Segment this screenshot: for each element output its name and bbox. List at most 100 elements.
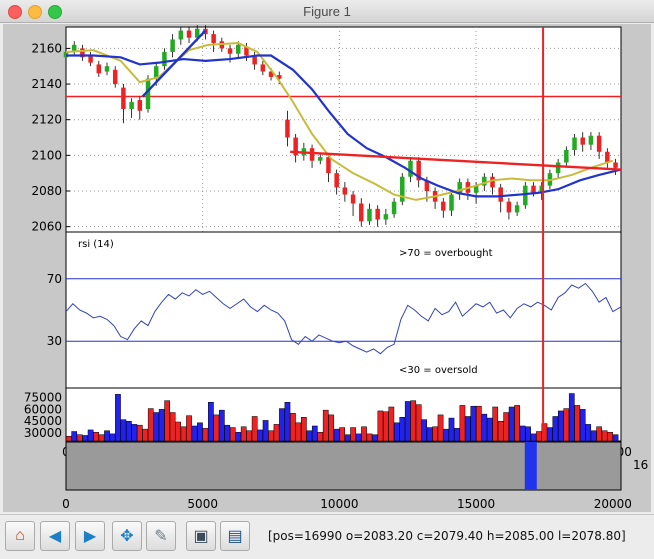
- price-candle: [441, 198, 446, 218]
- volume-bar: [82, 435, 88, 442]
- price-candle: [309, 144, 315, 168]
- volume-bar: [186, 415, 192, 442]
- volume-bar: [104, 430, 110, 442]
- figure-canvas[interactable]: 2060 2080 2100 2120 2140 2160 30 70 rsi (14) >70 …: [3, 24, 651, 512]
- volume-bar: [514, 405, 520, 442]
- price-candle: [88, 51, 93, 67]
- price-candle: [211, 30, 216, 52]
- volume-bar: [197, 422, 203, 442]
- candle-body: [318, 157, 323, 161]
- volume-bar: [497, 420, 504, 442]
- chart-svg[interactable]: 2060 2080 2100 2120 2140 2160 30 70 rsi (14) >70 …: [3, 24, 651, 512]
- configure-subplots-icon: ▣: [193, 528, 209, 545]
- volume-bar: [229, 427, 236, 442]
- price-candle: [613, 158, 618, 175]
- volume-bar: [290, 413, 296, 442]
- volume-bar: [153, 412, 160, 442]
- candle-body: [71, 44, 77, 52]
- volume-bar: [76, 434, 83, 442]
- candle-body: [359, 203, 364, 222]
- home-button[interactable]: ⌂: [5, 521, 35, 551]
- volume-bar: [344, 434, 351, 442]
- candle-body: [350, 194, 356, 204]
- price-candle: [391, 198, 397, 218]
- slider-range-label: 16: [633, 458, 648, 472]
- volume-bar: [519, 425, 526, 442]
- volume-bar: [426, 427, 433, 442]
- window-titlebar: Figure 1: [0, 0, 654, 23]
- volume-bar: [339, 427, 345, 442]
- volume-bar: [115, 394, 121, 442]
- save-button[interactable]: ▤: [220, 521, 250, 551]
- candle-body: [523, 185, 528, 206]
- price-candle: [162, 48, 167, 70]
- price-candle: [555, 158, 561, 179]
- price-candle: [359, 198, 364, 227]
- candle-body: [605, 151, 610, 163]
- price-candle: [104, 62, 110, 76]
- volume-bar: [257, 429, 263, 442]
- volume-bar: [273, 424, 280, 442]
- candle-body: [268, 71, 274, 77]
- price-candle: [400, 173, 405, 206]
- back-button[interactable]: ◀: [40, 521, 70, 551]
- price-ytick-label: 2120: [31, 113, 62, 127]
- volume-bar: [268, 430, 274, 442]
- volume-bar: [568, 393, 575, 442]
- zoom-button[interactable]: ✎: [146, 521, 176, 551]
- volume-bar: [235, 432, 242, 442]
- zoom-window-button[interactable]: [48, 5, 62, 19]
- cursor-status-readout: [pos=16990 o=2083.20 c=2079.40 h=2085.00…: [268, 529, 626, 543]
- candle-body: [424, 180, 430, 191]
- volume-bar: [443, 428, 449, 442]
- price-candle: [129, 98, 134, 118]
- price-candle: [580, 132, 585, 152]
- price-candle: [350, 191, 356, 216]
- volume-bar: [590, 430, 597, 442]
- candle-body: [153, 66, 159, 79]
- price-candle: [260, 60, 266, 76]
- subplots-button[interactable]: ▣: [186, 521, 216, 551]
- volume-bar: [317, 432, 324, 442]
- volume-bar: [552, 416, 559, 442]
- candle-body: [186, 30, 192, 38]
- price-candle: [342, 182, 348, 202]
- volume-bar: [361, 426, 367, 442]
- candle-body: [539, 185, 544, 193]
- close-window-button[interactable]: [8, 5, 22, 19]
- volume-bar: [366, 433, 373, 442]
- forward-button[interactable]: ▶: [75, 521, 105, 551]
- volume-bar: [126, 420, 132, 442]
- minimize-window-button[interactable]: [28, 5, 42, 19]
- rsi-oversold-annotation: <30 = oversold: [399, 365, 478, 376]
- x-slider-track: [65, 441, 622, 491]
- price-candle: [506, 198, 512, 220]
- arrow-right-icon: ▶: [83, 528, 97, 545]
- volume-bar: [470, 405, 477, 442]
- candle-body: [227, 48, 233, 54]
- volume-bar: [262, 420, 269, 442]
- price-candle: [326, 153, 331, 183]
- volume-bar: [574, 405, 581, 442]
- price-candle: [71, 41, 77, 56]
- volume-bar: [547, 427, 553, 442]
- candle-body: [162, 51, 167, 67]
- pan-button[interactable]: ✥: [112, 521, 142, 551]
- volume-bar: [399, 417, 406, 442]
- candle-body: [121, 87, 126, 109]
- price-candle: [235, 41, 241, 60]
- volume-bar: [393, 422, 400, 442]
- home-icon: ⌂: [15, 527, 25, 544]
- volume-bar: [169, 412, 176, 442]
- volume-bar: [421, 419, 428, 442]
- volume-bar: [355, 433, 362, 442]
- volume-ytick-label: 75000: [24, 390, 62, 404]
- price-candle: [137, 96, 143, 120]
- price-axes-frame: [65, 26, 622, 233]
- candle-body: [490, 176, 495, 188]
- candle-body: [277, 75, 282, 79]
- candle-body: [170, 39, 175, 52]
- volume-bar: [158, 409, 165, 442]
- candle-body: [211, 34, 216, 44]
- candle-body: [88, 55, 93, 63]
